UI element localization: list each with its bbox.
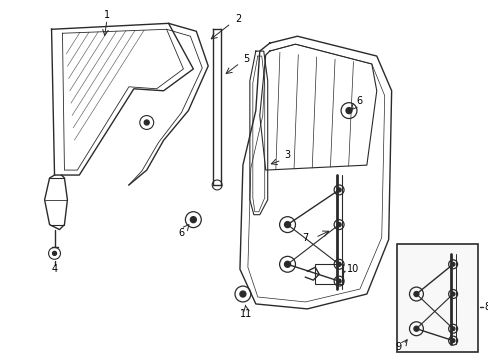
Circle shape xyxy=(336,222,341,226)
Circle shape xyxy=(284,222,290,228)
Circle shape xyxy=(336,262,341,266)
Circle shape xyxy=(190,217,196,222)
Circle shape xyxy=(336,188,341,192)
Circle shape xyxy=(450,339,454,342)
Circle shape xyxy=(240,291,245,297)
Circle shape xyxy=(52,251,57,255)
Circle shape xyxy=(413,292,418,297)
Text: 9: 9 xyxy=(395,342,401,352)
Circle shape xyxy=(450,292,454,296)
Circle shape xyxy=(450,262,454,266)
Text: 8: 8 xyxy=(484,302,488,312)
FancyBboxPatch shape xyxy=(396,244,477,351)
Text: 5: 5 xyxy=(242,54,248,64)
Text: 6: 6 xyxy=(356,96,362,106)
Text: 11: 11 xyxy=(239,309,251,319)
Text: 6: 6 xyxy=(178,228,184,238)
Circle shape xyxy=(450,327,454,330)
Circle shape xyxy=(284,261,290,267)
Circle shape xyxy=(336,279,341,283)
Circle shape xyxy=(413,326,418,331)
Text: 2: 2 xyxy=(234,14,241,24)
Text: 3: 3 xyxy=(284,150,290,160)
Text: 7: 7 xyxy=(302,233,308,243)
Circle shape xyxy=(144,120,149,125)
Text: 4: 4 xyxy=(51,264,58,274)
Text: 1: 1 xyxy=(104,10,110,21)
Text: 10: 10 xyxy=(346,264,358,274)
Circle shape xyxy=(346,108,351,113)
